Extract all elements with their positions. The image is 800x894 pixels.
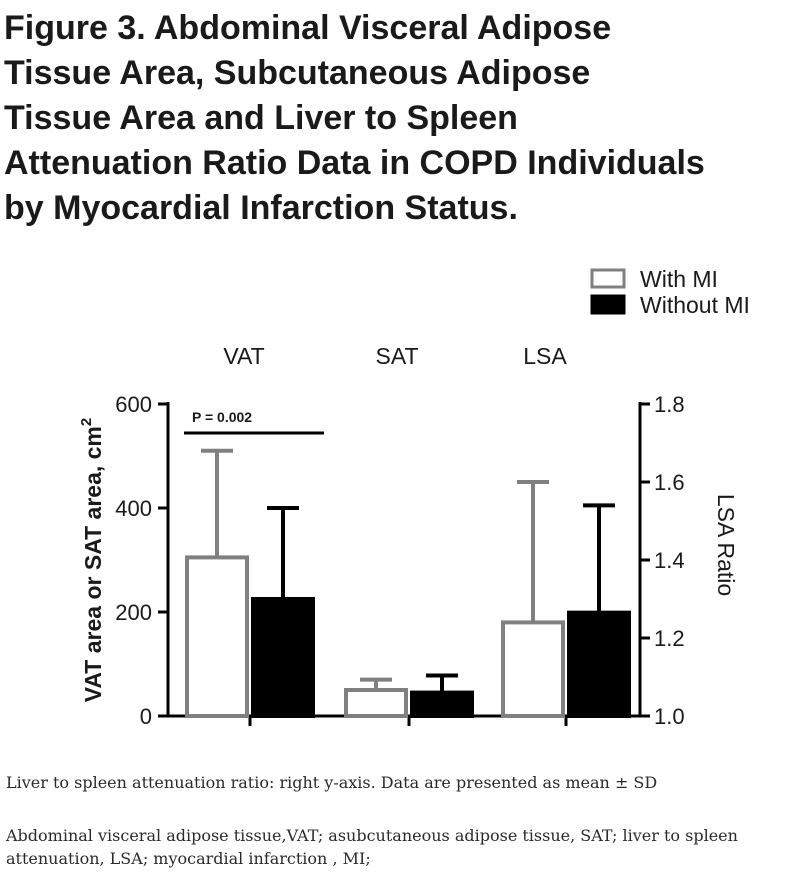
- right-tick-label: 1.0: [654, 704, 685, 729]
- title-line: Figure 3. Abdominal Visceral Adipose: [4, 9, 612, 47]
- left-tick-label: 200: [115, 600, 152, 625]
- category-header-lsa: LSA: [523, 343, 567, 369]
- right-tick-label: 1.8: [654, 392, 685, 417]
- legend: With MI Without MI: [590, 266, 750, 318]
- right-axis-label: LSA Ratio: [713, 494, 739, 596]
- right-tick-label: 1.4: [654, 548, 685, 573]
- title-line: by Myocardial Infarction Status.: [4, 189, 518, 227]
- bars-layer: [185, 448, 631, 719]
- title-line: Tissue Area and Liver to Spleen: [4, 99, 518, 137]
- bar-sat-with-mi: [344, 688, 408, 718]
- bar-lsa-without-mi: [567, 610, 631, 719]
- right-tick-label: 1.2: [654, 626, 685, 651]
- left-axis-label: VAT area or SAT area, cm2: [78, 418, 106, 702]
- left-tick-label: 600: [115, 392, 152, 417]
- caption-abbreviations: Abdominal visceral adipose tissue,VAT; a…: [6, 826, 738, 868]
- legend-swatch-without-mi: [590, 294, 626, 315]
- category-header-sat: SAT: [375, 343, 418, 369]
- title-line: Attenuation Ratio Data in COPD Individua…: [4, 144, 705, 182]
- legend-label-with-mi: With MI: [640, 266, 718, 292]
- left-tick-label: 0: [140, 704, 152, 729]
- bar-vat-without-mi: [251, 597, 315, 718]
- legend-swatch-with-mi: [590, 268, 626, 289]
- x-axis-ticks: [248, 716, 568, 726]
- figure-title: Figure 3. Abdominal Visceral Adipose Tis…: [4, 6, 794, 231]
- bar-sat-without-mi: [410, 690, 474, 718]
- significance-annotation: P = 0.002: [184, 409, 324, 435]
- right-axis-ticks: 1.0 1.2 1.4 1.6 1.8: [640, 392, 685, 729]
- left-tick-label: 400: [115, 496, 152, 521]
- bar-chart: With MI Without MI VAT SAT LSA 0 200 400 60…: [78, 266, 750, 729]
- category-header-vat: VAT: [223, 343, 264, 369]
- bar-lsa-with-mi: [501, 620, 565, 719]
- caption-axis-note: Liver to spleen attenuation ratio: right…: [6, 773, 658, 792]
- left-axis-label-text: VAT area or SAT area, cm: [80, 426, 106, 702]
- p-value-label: P = 0.002: [192, 409, 252, 425]
- bar-vat-with-mi: [185, 555, 249, 719]
- left-axis-label-superscript: 2: [78, 418, 95, 426]
- title-line: Tissue Area, Subcutaneous Adipose: [4, 54, 591, 92]
- category-headers: VAT SAT LSA: [223, 343, 567, 369]
- right-tick-label: 1.6: [654, 470, 685, 495]
- left-axis-ticks: 0 200 400 600: [115, 392, 168, 729]
- legend-label-without-mi: Without MI: [640, 292, 750, 318]
